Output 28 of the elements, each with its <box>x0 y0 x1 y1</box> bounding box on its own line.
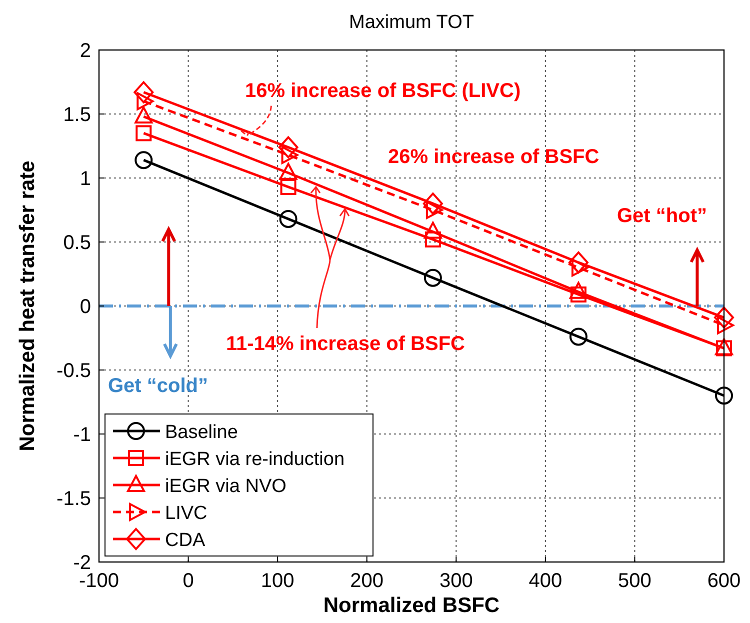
y-tick-label: -0.5 <box>56 360 91 382</box>
y-tick-label: -1.5 <box>56 488 91 510</box>
x-tick-label: 600 <box>707 570 741 592</box>
legend-label: iEGR via re-induction <box>165 449 345 470</box>
y-tick-label: 1.5 <box>63 104 91 126</box>
y-tick-label: -1 <box>73 424 91 446</box>
legend-label: CDA <box>165 530 206 551</box>
x-tick-label: 200 <box>350 570 384 592</box>
x-tick-label: 100 <box>260 570 294 592</box>
legend-label: Baseline <box>165 422 238 443</box>
x-tick-label: 400 <box>528 570 562 592</box>
legend-label: LIVC <box>165 503 208 524</box>
y-tick-label: 0 <box>80 296 91 318</box>
legend-label: iEGR via NVO <box>165 476 286 497</box>
y-tick-label: 1 <box>80 168 91 190</box>
x-tick-label: 300 <box>439 570 473 592</box>
y-tick-label: 2 <box>80 40 91 62</box>
annotation: Get “hot” <box>617 205 707 227</box>
annotation: Get “cold” <box>108 375 208 397</box>
y-axis-title: Normalized heat transfer rate <box>16 160 39 452</box>
chart-title: Maximum TOT <box>349 12 474 33</box>
x-tick-label: 0 <box>182 570 194 592</box>
annotation: 11-14% increase of BSFC <box>226 333 465 355</box>
y-tick-label: 0.5 <box>63 232 91 254</box>
annotation: 16% increase of BSFC (LIVC) <box>245 80 521 102</box>
x-tick-label: 500 <box>618 570 652 592</box>
x-axis-title: Normalized BSFC <box>323 594 500 617</box>
annotation: 26% increase of BSFC <box>388 146 600 168</box>
